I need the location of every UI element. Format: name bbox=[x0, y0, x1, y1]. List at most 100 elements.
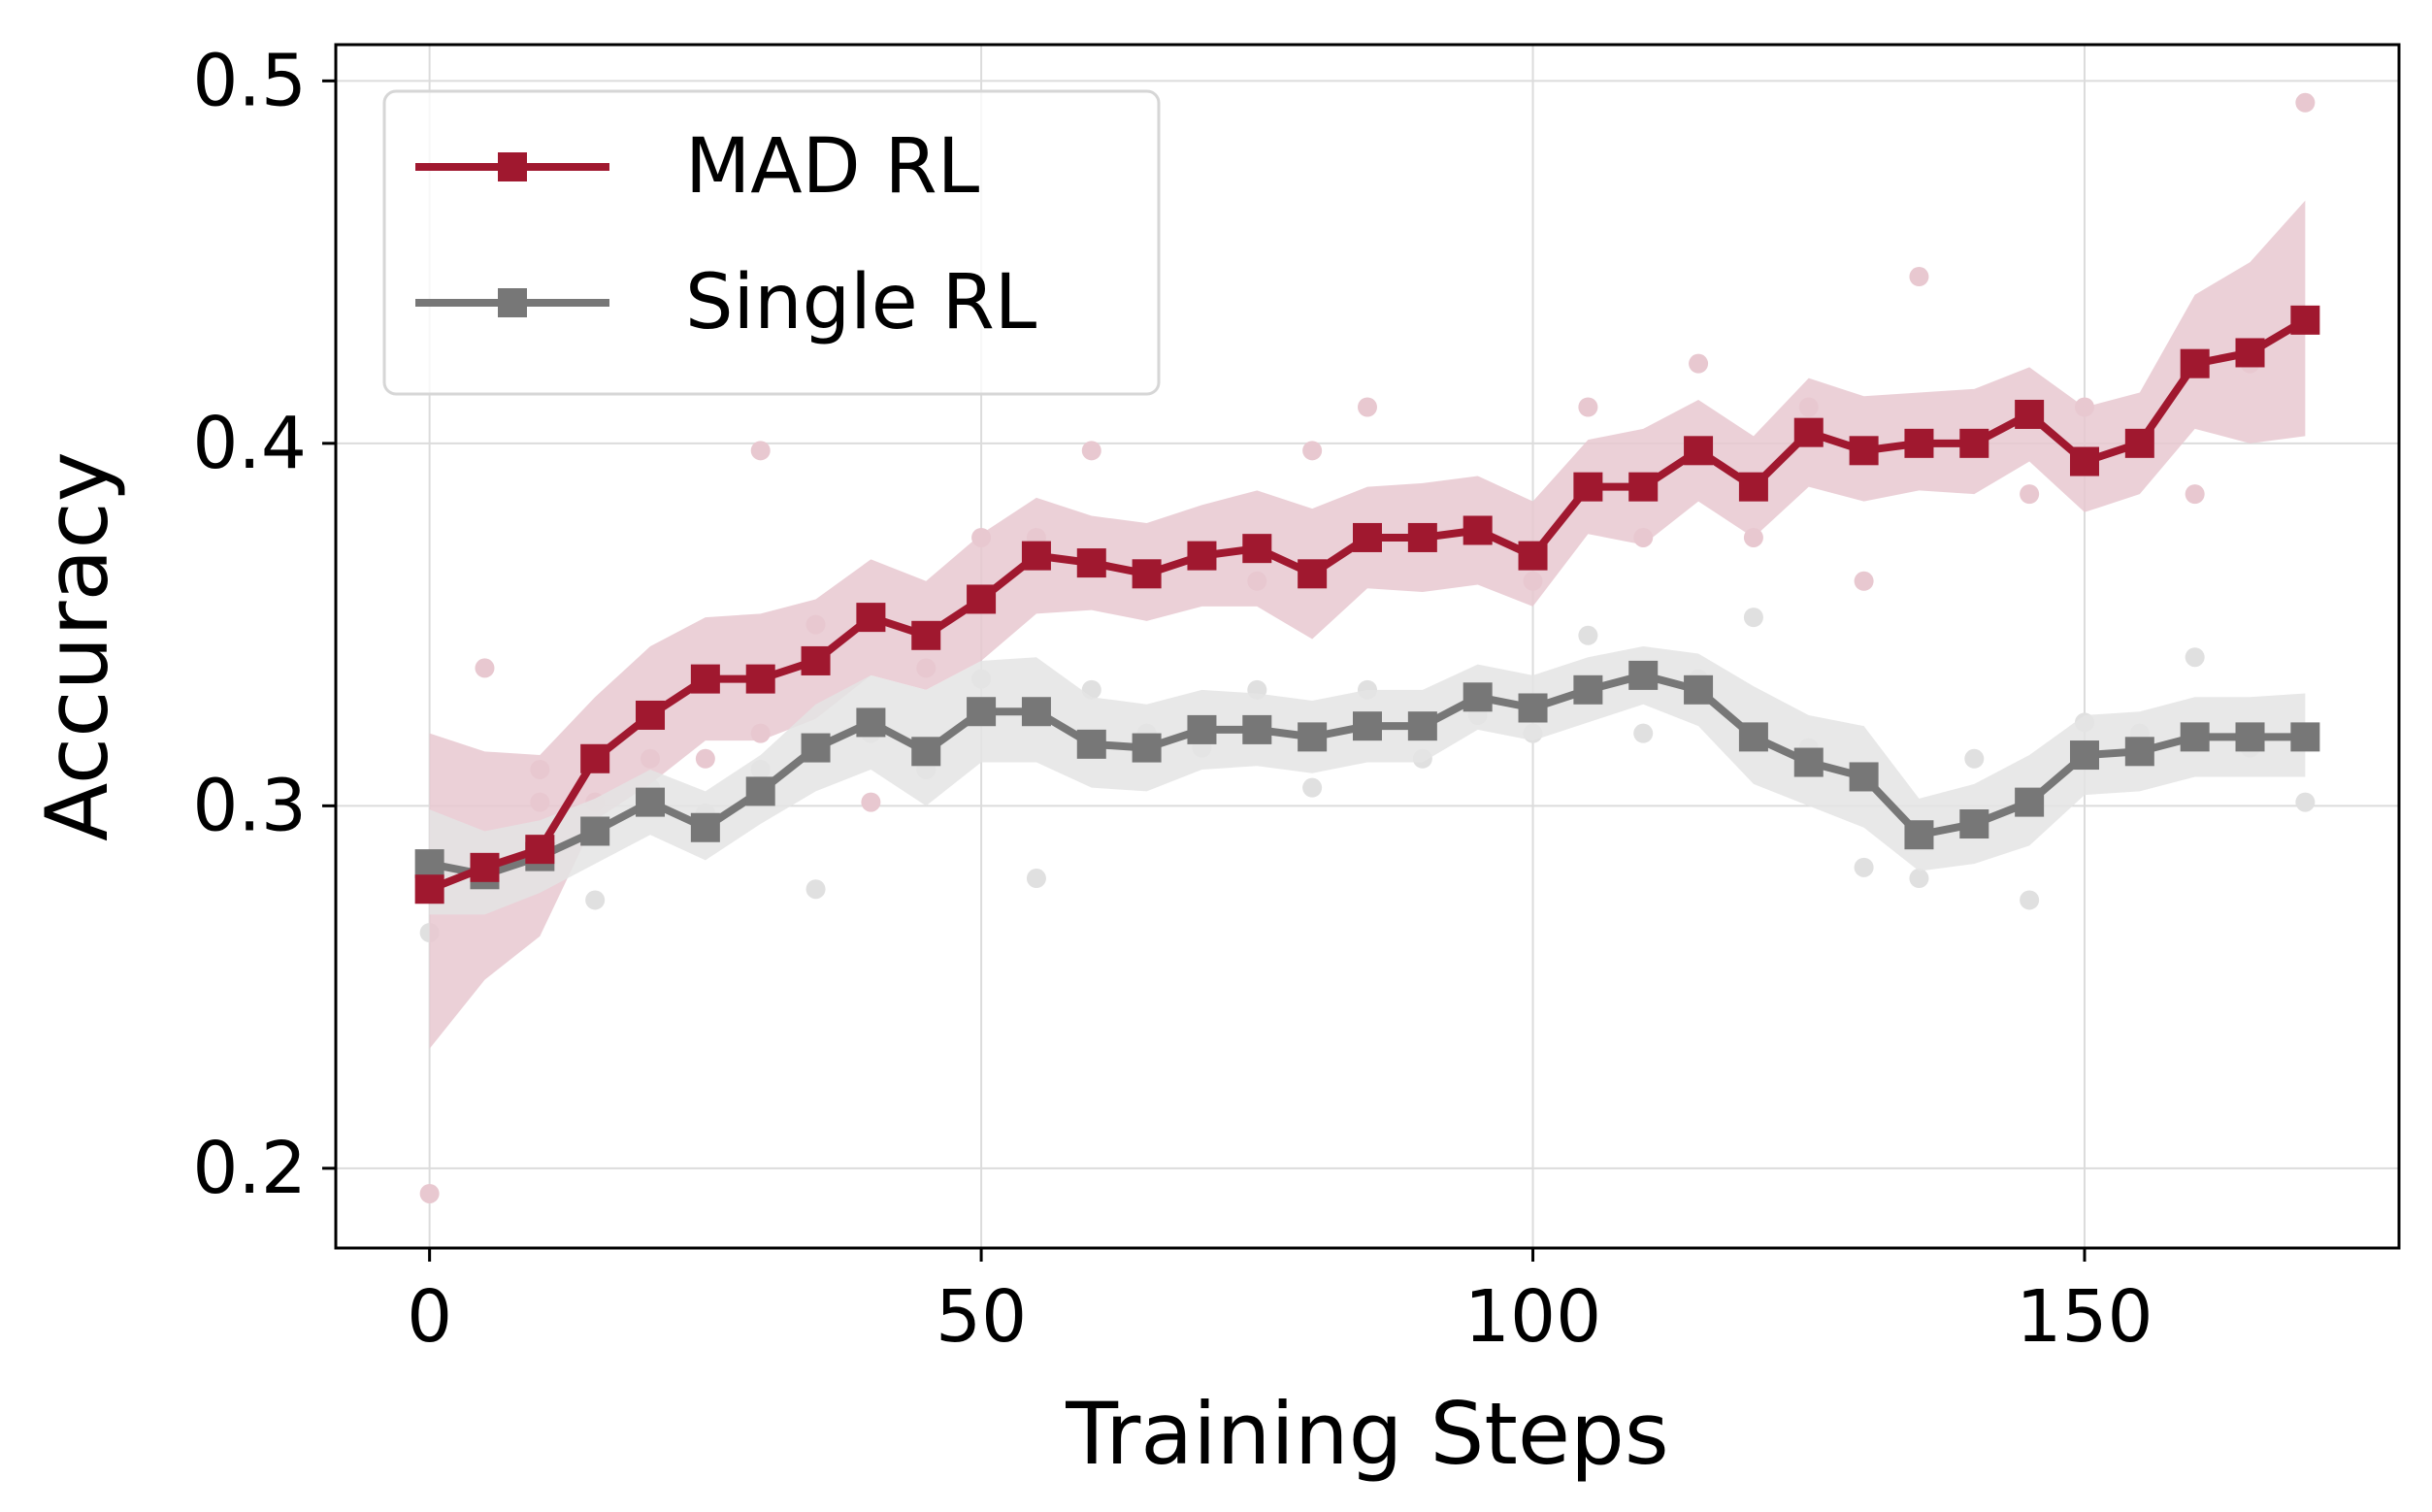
y-axis-label: Accuracy bbox=[27, 451, 127, 841]
single-rl-marker bbox=[1407, 711, 1437, 741]
single-rl-marker bbox=[1684, 674, 1714, 705]
single-rl-raw-point bbox=[805, 879, 826, 900]
single-rl-raw-point bbox=[1909, 869, 1929, 889]
mad-rl-marker bbox=[1849, 436, 1879, 466]
mad-rl-marker bbox=[856, 603, 886, 633]
confidence-bands bbox=[429, 200, 2306, 1049]
mad-rl-raw-point bbox=[2295, 92, 2316, 113]
mad-rl-marker bbox=[2015, 399, 2045, 429]
mad-rl-marker bbox=[2069, 446, 2099, 477]
single-rl-marker bbox=[1793, 747, 1824, 777]
mad-rl-raw-point bbox=[750, 441, 771, 461]
single-rl-raw-point bbox=[1964, 748, 1985, 769]
single-rl-raw-point bbox=[1633, 723, 1654, 743]
single-rl-band bbox=[429, 646, 2306, 915]
single-rl-marker bbox=[1353, 711, 1382, 741]
single-rl-marker bbox=[2124, 737, 2154, 767]
mad-rl-raw-point bbox=[1854, 571, 1874, 591]
single-rl-raw-point bbox=[1578, 625, 1598, 645]
single-rl-marker bbox=[745, 776, 775, 806]
mad-rl-marker bbox=[1021, 541, 1051, 571]
single-rl-raw-point bbox=[1302, 777, 1323, 798]
mad-rl-raw-point bbox=[419, 1183, 440, 1203]
series-lines bbox=[414, 305, 2320, 904]
x-tick-label: 50 bbox=[936, 1275, 1027, 1359]
single-rl-marker bbox=[801, 733, 831, 763]
single-rl-marker bbox=[1187, 714, 1217, 744]
single-rl-marker bbox=[1959, 809, 1989, 839]
plot-frame bbox=[334, 43, 2401, 1250]
mad-rl-marker bbox=[470, 852, 500, 882]
single-rl-marker bbox=[1132, 733, 1162, 763]
mad-rl-raw-point bbox=[1689, 353, 1709, 374]
single-rl-marker bbox=[580, 816, 610, 846]
single-rl-marker bbox=[1242, 714, 1272, 744]
mad-rl-band bbox=[429, 200, 2306, 1049]
single-rl-marker bbox=[967, 697, 997, 727]
single-rl-marker bbox=[1573, 674, 1603, 705]
single-rl-marker bbox=[2290, 722, 2320, 752]
mad-rl-marker bbox=[1904, 428, 1934, 458]
mad-rl-marker bbox=[1132, 559, 1162, 589]
mad-rl-marker bbox=[2180, 348, 2210, 378]
mad-rl-marker bbox=[1076, 548, 1106, 578]
single-rl-raw-point bbox=[2020, 890, 2040, 910]
mad-rl-raw-point bbox=[1302, 441, 1323, 461]
x-tick-label: 150 bbox=[2016, 1275, 2153, 1359]
mad-rl-raw-point bbox=[2020, 484, 2040, 505]
mad-rl-marker bbox=[911, 620, 941, 650]
axis-ticks: 0 50 100 150 0.2 0.3 0.4 0.5 bbox=[192, 39, 2153, 1359]
mad-rl-marker bbox=[690, 664, 720, 694]
mad-rl-marker bbox=[1298, 559, 1328, 589]
x-tick-label: 100 bbox=[1464, 1275, 1601, 1359]
x-axis-label: Training Steps bbox=[1065, 1384, 1668, 1484]
legend-label-single-rl: Single RL bbox=[685, 259, 1037, 346]
single-rl-raw-point bbox=[2295, 792, 2316, 812]
single-rl-marker bbox=[1298, 722, 1328, 752]
single-rl-raw-point bbox=[585, 890, 606, 910]
mad-rl-marker bbox=[801, 645, 831, 675]
mad-rl-marker bbox=[1407, 522, 1437, 552]
mad-rl-marker bbox=[967, 584, 997, 614]
mad-rl-marker bbox=[1462, 515, 1493, 545]
mad-rl-marker bbox=[1628, 472, 1659, 502]
single-rl-marker bbox=[2180, 722, 2210, 752]
legend-marker-single-rl bbox=[498, 288, 527, 317]
mad-rl-marker bbox=[2124, 428, 2154, 458]
mad-rl-marker bbox=[636, 700, 666, 730]
single-rl-marker bbox=[911, 737, 941, 767]
y-tick-label: 0.3 bbox=[192, 764, 307, 847]
single-rl-marker bbox=[856, 707, 886, 738]
single-rl-marker bbox=[1462, 682, 1493, 712]
mad-rl-raw-point bbox=[1081, 441, 1101, 461]
mad-rl-marker bbox=[1684, 436, 1714, 466]
single-rl-marker bbox=[1518, 693, 1548, 723]
mad-rl-marker bbox=[1187, 541, 1217, 571]
mad-rl-marker bbox=[1959, 428, 1989, 458]
mad-rl-marker bbox=[2290, 305, 2320, 335]
mad-rl-marker bbox=[1242, 534, 1272, 564]
single-rl-marker bbox=[414, 849, 444, 879]
mad-rl-marker bbox=[414, 874, 444, 904]
mad-rl-marker bbox=[1573, 472, 1603, 502]
mad-rl-raw-point bbox=[695, 748, 715, 769]
legend-label-mad-rl: MAD RL bbox=[685, 123, 980, 211]
single-rl-marker bbox=[1849, 762, 1879, 792]
single-rl-marker bbox=[1904, 820, 1934, 850]
single-rl-raw-point bbox=[1743, 608, 1763, 628]
single-rl-marker bbox=[1021, 697, 1051, 727]
single-rl-marker bbox=[2235, 722, 2265, 752]
single-rl-raw-point bbox=[1026, 869, 1046, 889]
single-rl-marker bbox=[636, 787, 666, 817]
mad-rl-raw-point bbox=[475, 658, 495, 678]
single-rl-marker bbox=[1628, 660, 1659, 690]
single-rl-marker bbox=[1076, 729, 1106, 759]
mad-rl-marker bbox=[580, 743, 610, 773]
mad-rl-raw-point bbox=[1578, 397, 1598, 417]
single-rl-marker bbox=[2015, 787, 2045, 817]
single-rl-raw-point bbox=[2185, 647, 2205, 668]
y-tick-label: 0.2 bbox=[192, 1127, 307, 1210]
legend-marker-mad-rl bbox=[498, 152, 527, 181]
mad-rl-marker bbox=[1518, 541, 1548, 571]
